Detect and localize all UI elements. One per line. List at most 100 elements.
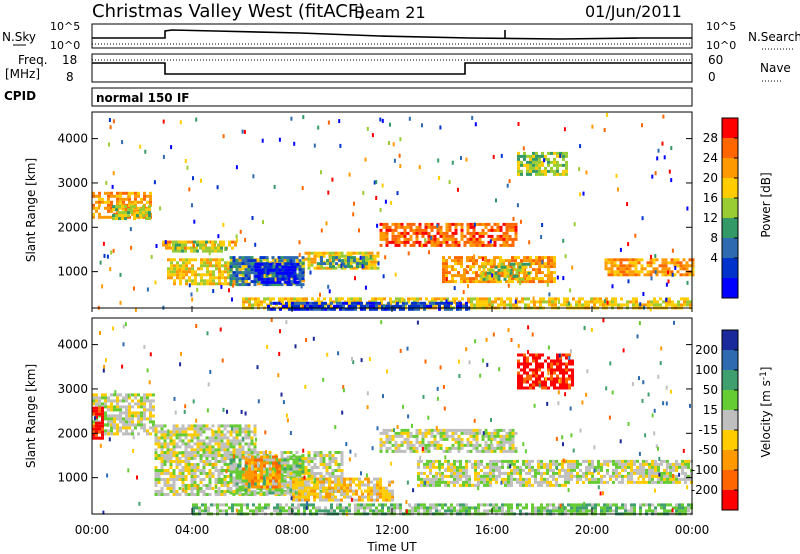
power-cell	[281, 274, 285, 278]
power-cell	[391, 240, 395, 244]
power-cell	[211, 243, 214, 247]
velocity-cell	[211, 454, 215, 457]
power-cell	[184, 249, 187, 253]
power-cell	[218, 267, 221, 271]
velocity-cell	[510, 483, 513, 487]
velocity-cell	[304, 486, 307, 490]
velocity-cell	[104, 393, 107, 397]
power-cell	[538, 157, 541, 161]
power-cell	[224, 279, 227, 283]
velocity-cell	[492, 459, 495, 463]
velocity-cell	[478, 443, 482, 447]
velocity-cell	[131, 417, 134, 421]
velocity-cell	[415, 449, 419, 453]
power-cell	[283, 277, 287, 281]
power-speckle	[641, 123, 643, 128]
velocity-cell	[501, 459, 504, 463]
power-cell	[197, 273, 200, 277]
velocity-cell	[477, 462, 480, 466]
power-cell	[635, 300, 638, 304]
velocity-cell	[340, 478, 344, 481]
power-cell	[649, 264, 653, 268]
power-cell	[475, 277, 478, 281]
power-cell	[433, 237, 437, 241]
velocity-cell	[507, 480, 510, 484]
velocity-cell	[486, 483, 489, 487]
velocity-cell	[420, 480, 423, 484]
power-cell	[362, 259, 365, 263]
velocity-cell	[316, 451, 320, 454]
power-cell	[384, 307, 387, 311]
velocity-cell	[483, 480, 486, 484]
power-cell	[202, 249, 205, 253]
velocity-cell	[220, 424, 224, 428]
power-cell	[532, 160, 535, 164]
velocity-cell	[208, 484, 212, 487]
power-cell	[634, 273, 638, 277]
velocity-cell	[456, 465, 459, 469]
power-cell	[488, 300, 491, 304]
power-cell	[496, 280, 499, 284]
power-cell	[245, 297, 248, 301]
velocity-cell	[101, 393, 104, 397]
power-legend-tick-label: 8	[710, 231, 718, 245]
velocity-cell	[190, 490, 194, 493]
power-cell	[333, 304, 336, 308]
velocity-cell	[238, 445, 242, 449]
power-speckle	[471, 115, 474, 120]
velocity-cell	[172, 469, 176, 472]
velocity-cell	[268, 464, 272, 468]
velocity-cell	[223, 481, 227, 484]
power-cell	[484, 256, 487, 260]
velocity-cell	[496, 446, 500, 450]
velocity-cell	[325, 486, 328, 490]
power-cell	[259, 265, 263, 269]
velocity-cell	[475, 446, 479, 450]
power-speckle	[134, 307, 137, 312]
power-cell	[239, 273, 242, 277]
velocity-cell	[140, 411, 143, 415]
velocity-cell	[331, 493, 335, 496]
power-cell	[553, 259, 556, 263]
velocity-cell	[397, 443, 401, 447]
velocity-cell	[444, 459, 447, 463]
velocity-cell	[214, 448, 218, 452]
velocity-cell	[286, 481, 290, 484]
power-cell	[472, 259, 475, 263]
velocity-cell	[337, 483, 340, 487]
velocity-cell	[313, 498, 316, 502]
velocity-cell	[298, 464, 302, 468]
velocity-cell	[484, 434, 488, 438]
power-cell	[494, 300, 497, 304]
power-cell	[367, 257, 371, 261]
velocity-cell	[504, 459, 507, 463]
velocity-cell	[110, 399, 113, 403]
power-cell	[397, 225, 401, 229]
velocity-cell	[301, 495, 304, 499]
velocity-cell	[382, 431, 386, 435]
power-cell	[481, 234, 485, 238]
velocity-cell	[451, 443, 455, 447]
power-cell	[469, 280, 472, 284]
power-cell	[281, 265, 285, 269]
velocity-cell	[430, 440, 434, 444]
velocity-cell	[331, 472, 335, 475]
power-cell	[191, 258, 194, 262]
power-cell	[343, 260, 347, 264]
power-cell	[452, 297, 455, 301]
power-cell	[430, 240, 434, 244]
velocity-cell	[128, 396, 131, 400]
power-cell	[487, 222, 491, 226]
power-cell	[541, 169, 544, 173]
power-speckle	[381, 183, 384, 188]
velocity-cell	[251, 485, 254, 489]
velocity-cell	[280, 491, 284, 495]
power-cell	[409, 243, 413, 247]
velocity-cell	[493, 428, 497, 432]
velocity-cell	[475, 431, 479, 435]
velocity-cell	[157, 430, 161, 434]
velocity-cell	[235, 491, 239, 495]
velocity-cell	[229, 473, 233, 477]
velocity-cell	[211, 457, 215, 460]
power-cell	[373, 263, 377, 267]
